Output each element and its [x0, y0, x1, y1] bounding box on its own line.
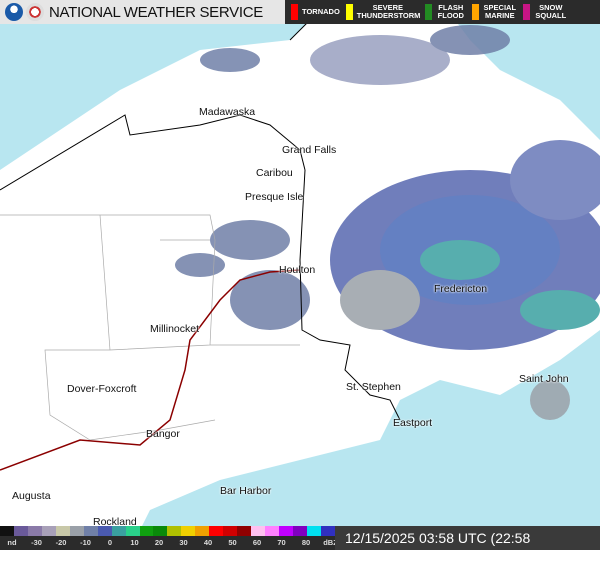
st-lawrence-water — [0, 0, 330, 170]
city-label: Caribou — [256, 167, 293, 179]
border-quebec — [0, 114, 306, 191]
color-step — [41, 526, 56, 536]
city-label: Bar Harbor — [220, 485, 272, 497]
dbz-tick-label: 0 — [107, 538, 113, 547]
dbz-color-bar — [0, 526, 335, 536]
city-label: Presque Isle — [245, 191, 304, 203]
dbz-tick-label: -20 — [55, 538, 67, 547]
color-step — [55, 526, 70, 536]
nws-logo-icon — [26, 3, 44, 21]
dbz-tick-label: 60 — [252, 538, 262, 547]
swatch — [291, 4, 298, 20]
color-step — [181, 526, 196, 536]
dbz-tick-label: 10 — [130, 538, 139, 547]
city-label: Dover-Foxcroft — [67, 383, 137, 395]
warning-severe-thunderstorm: SEVERE THUNDERSTORM — [345, 0, 421, 24]
color-step — [69, 526, 84, 536]
dbz-tick-label: -30 — [31, 538, 42, 547]
timestamp: 12/15/2025 03:58 UTC (22:58 EST) — [345, 530, 531, 570]
city-label: Fredericton — [434, 283, 488, 295]
bay-of-fundy-water — [130, 330, 600, 550]
warning-tornado: TORNADO — [291, 0, 340, 24]
warning-label: SNOW SQUALL — [535, 3, 567, 20]
city-label: Eastport — [393, 417, 433, 429]
dbz-tick-label: 80 — [301, 538, 311, 547]
nws-header: NATIONAL WEATHER SERVICE — [0, 0, 285, 24]
dbz-ticks: nd -30 -20 -10 0 10 20 30 40 50 60 70 80 dBZ — [0, 538, 338, 550]
color-step — [13, 526, 28, 536]
swatch — [424, 4, 432, 20]
city-label: Rockland — [93, 516, 137, 528]
swatch — [471, 4, 479, 20]
city-label: Millinocket — [150, 323, 200, 335]
swatch — [345, 4, 353, 20]
color-step — [320, 526, 335, 536]
color-step — [139, 526, 154, 536]
dbz-tick-label: 20 — [154, 538, 164, 547]
dbz-tick-label: 50 — [228, 538, 237, 547]
station-id: KCBW — [376, 554, 419, 570]
color-step — [209, 526, 224, 536]
color-step — [293, 526, 307, 536]
warning-special-marine: SPECIAL MARINE — [471, 0, 517, 24]
highway-i95 — [0, 269, 301, 471]
dbz-tick-label: 30 — [179, 538, 188, 547]
city-label: Bangor — [146, 428, 180, 440]
dbz-tick-label: 40 — [203, 538, 213, 547]
color-step — [279, 526, 294, 536]
radar-map[interactable] — [0, 0, 600, 550]
color-step — [195, 526, 210, 536]
warning-label: TORNADO — [302, 7, 340, 16]
city-label: Augusta — [12, 490, 51, 502]
header-title: NATIONAL WEATHER SERVICE — [49, 3, 263, 21]
radar-echoes — [175, 25, 600, 420]
dbz-tick-label: 70 — [277, 538, 286, 547]
color-step — [0, 526, 14, 536]
warning-legend: TORNADO SEVERE THUNDERSTORM FLASH FLOOD … — [285, 0, 600, 24]
noaa-logo-icon — [5, 3, 23, 21]
warning-label: SEVERE THUNDERSTORM — [356, 3, 421, 20]
warning-label: FLASH FLOOD — [437, 3, 464, 20]
swatch — [522, 4, 530, 20]
city-label: Houlton — [279, 264, 316, 276]
color-step — [223, 526, 238, 536]
dbz-tick-label: -10 — [80, 538, 91, 547]
dbz-tick-label: dBZ — [323, 538, 338, 547]
color-step — [83, 526, 98, 536]
border-us-canada — [299, 169, 401, 421]
color-step — [153, 526, 168, 536]
city-label: Saint John — [519, 373, 569, 385]
color-step — [111, 526, 126, 536]
city-label: Madawaska — [199, 106, 256, 118]
warning-snow-squall: SNOW SQUALL — [522, 0, 568, 24]
color-step — [237, 526, 252, 536]
county-lines — [0, 214, 300, 441]
warning-flash-flood: FLASH FLOOD — [424, 0, 466, 24]
color-step — [265, 526, 280, 536]
color-step — [27, 526, 42, 536]
city-label: Grand Falls — [282, 144, 337, 156]
city-label: St. Stephen — [346, 381, 401, 393]
color-step — [251, 526, 266, 536]
warning-label: SPECIAL MARINE — [483, 3, 517, 20]
timestamp-bar: 12/15/2025 03:58 UTC (22:58 EST)KCBW — [335, 526, 600, 570]
dbz-tick-label: nd — [7, 538, 17, 547]
color-step — [167, 526, 182, 536]
color-step — [125, 526, 140, 536]
color-step — [306, 526, 321, 536]
dbz-color-legend: nd -30 -20 -10 0 10 20 30 40 50 60 70 80 dBZ — [0, 526, 338, 550]
color-step — [97, 526, 112, 536]
